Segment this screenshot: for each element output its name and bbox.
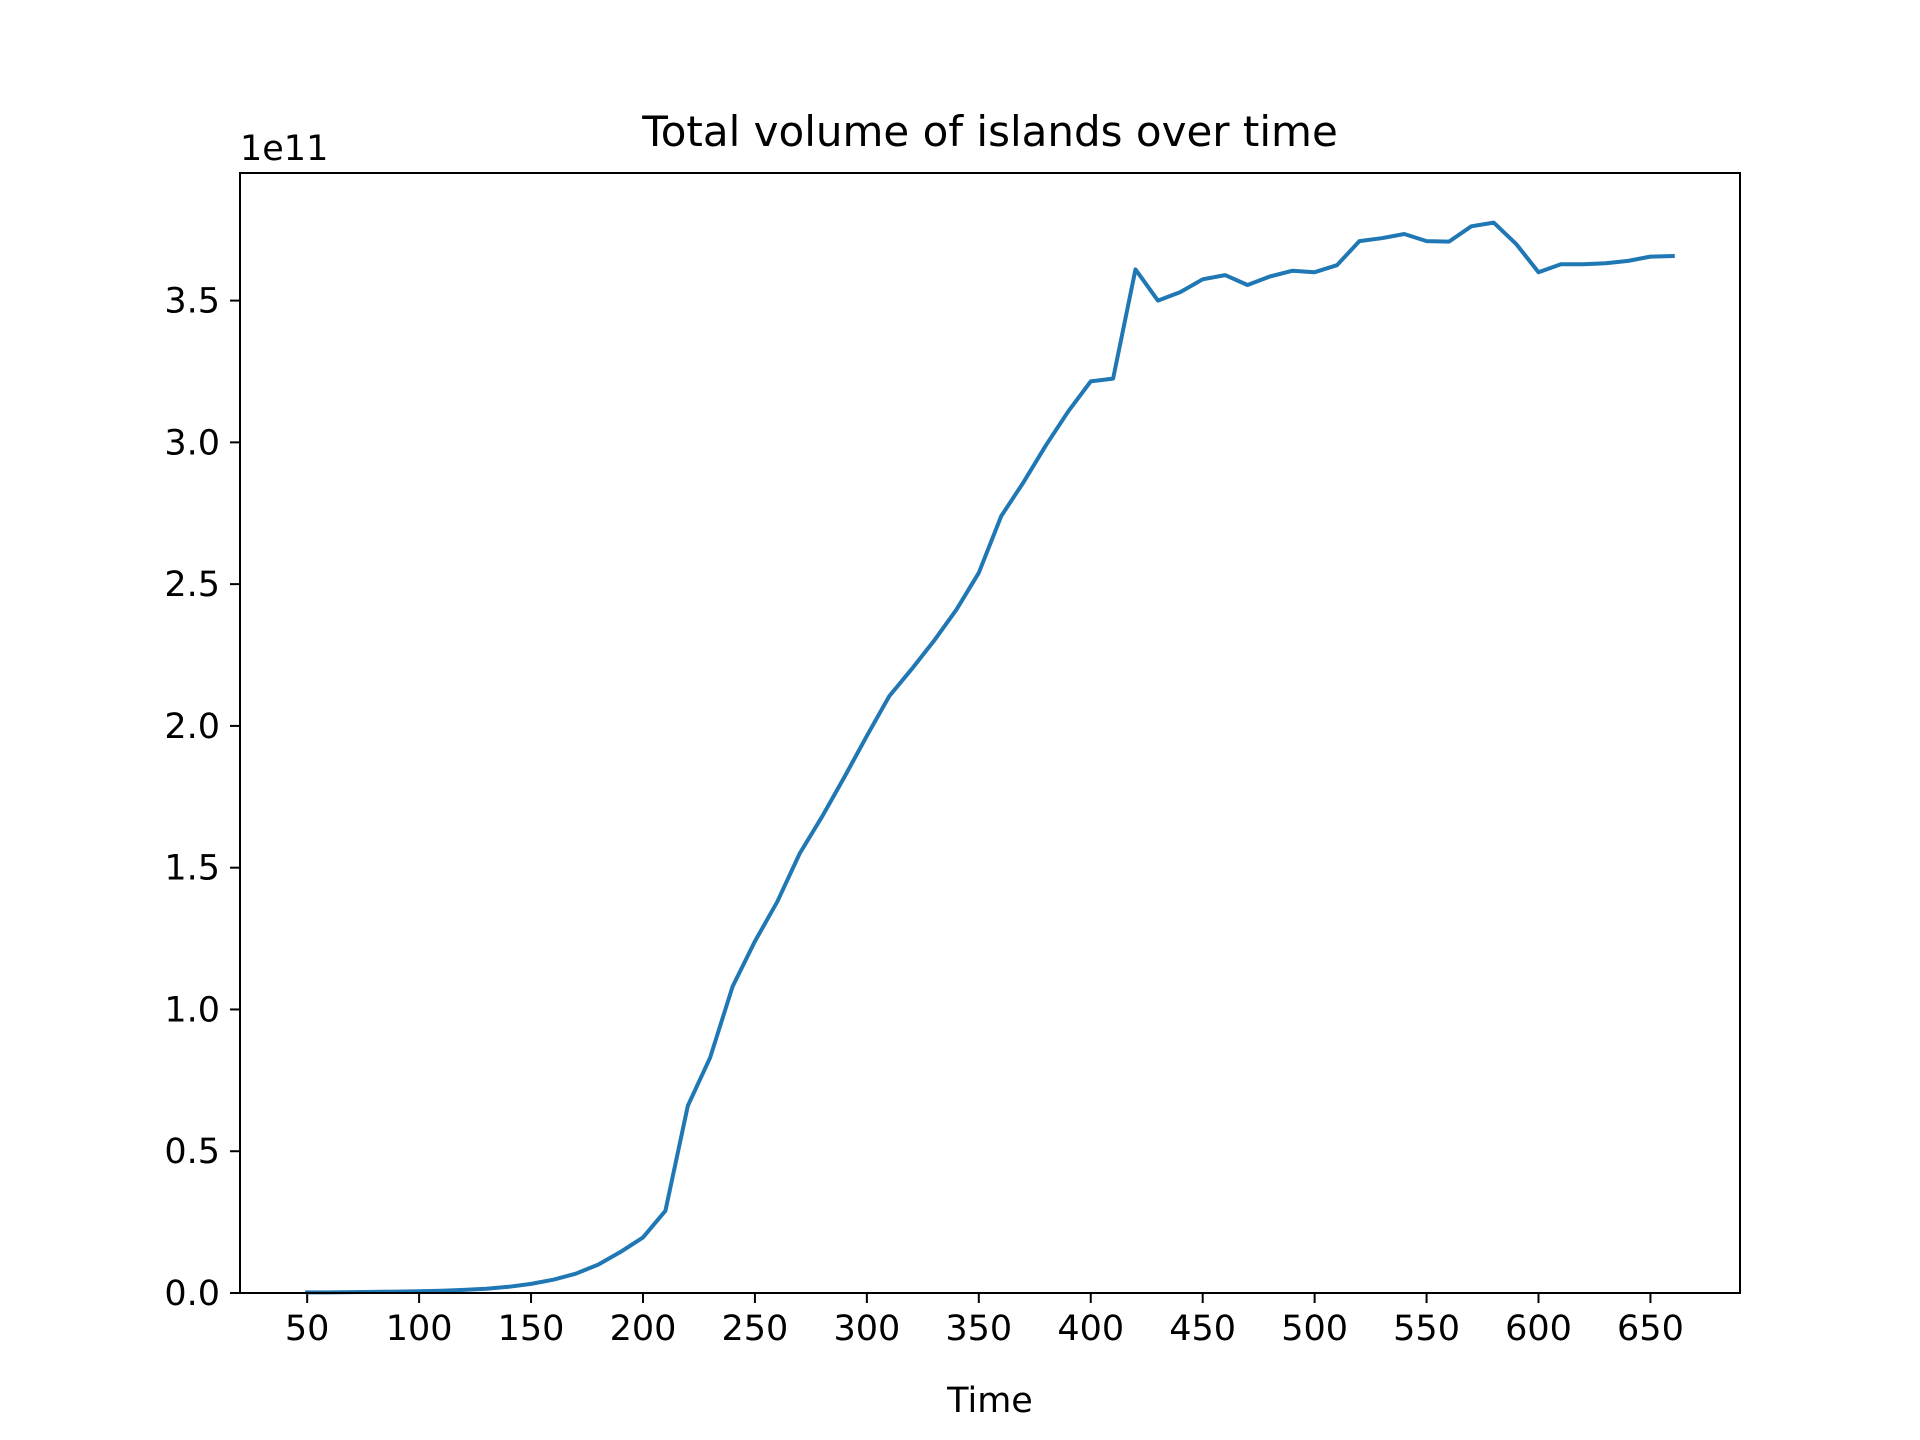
series-layer <box>305 220 1675 1295</box>
x-tick-label: 400 <box>1057 1309 1124 1349</box>
x-tick-label: 650 <box>1617 1309 1684 1349</box>
y-tick-label: 2.5 <box>164 565 220 605</box>
plot-frame <box>239 172 1741 1294</box>
x-tick-label: 100 <box>386 1309 453 1349</box>
chart-title: Total volume of islands over time <box>641 107 1338 156</box>
x-tick-label: 250 <box>722 1309 789 1349</box>
y-tick-label: 3.5 <box>164 282 220 322</box>
x-tick-label: 600 <box>1505 1309 1572 1349</box>
x-tick-label: 300 <box>833 1309 900 1349</box>
y-tick-label: 0.0 <box>164 1274 220 1314</box>
x-axis: 50 100 150 200 250 300 350 400 450 500 550 600 650 <box>285 1293 1684 1349</box>
x-tick-label: 350 <box>945 1309 1012 1349</box>
x-tick-label: 200 <box>610 1309 677 1349</box>
y-offset-label: 1e11 <box>240 129 328 169</box>
y-tick-label: 3.0 <box>164 423 220 463</box>
y-tick-label: 1.0 <box>164 990 220 1030</box>
y-tick-label: 0.5 <box>164 1132 220 1172</box>
y-tick-label: 2.0 <box>164 707 220 747</box>
y-tick-label: 1.5 <box>164 849 220 889</box>
x-tick-label: 500 <box>1281 1309 1348 1349</box>
x-axis-title: Time <box>946 1381 1033 1421</box>
x-tick-label: 50 <box>285 1309 330 1349</box>
series-line <box>305 220 1675 1295</box>
x-tick-label: 150 <box>498 1309 565 1349</box>
x-tick-label: 450 <box>1169 1309 1236 1349</box>
plot-area <box>240 173 1740 1293</box>
x-tick-label: 550 <box>1393 1309 1460 1349</box>
y-axis: 0.0 0.5 1.0 1.5 2.0 2.5 3.0 3.5 <box>164 282 240 1314</box>
